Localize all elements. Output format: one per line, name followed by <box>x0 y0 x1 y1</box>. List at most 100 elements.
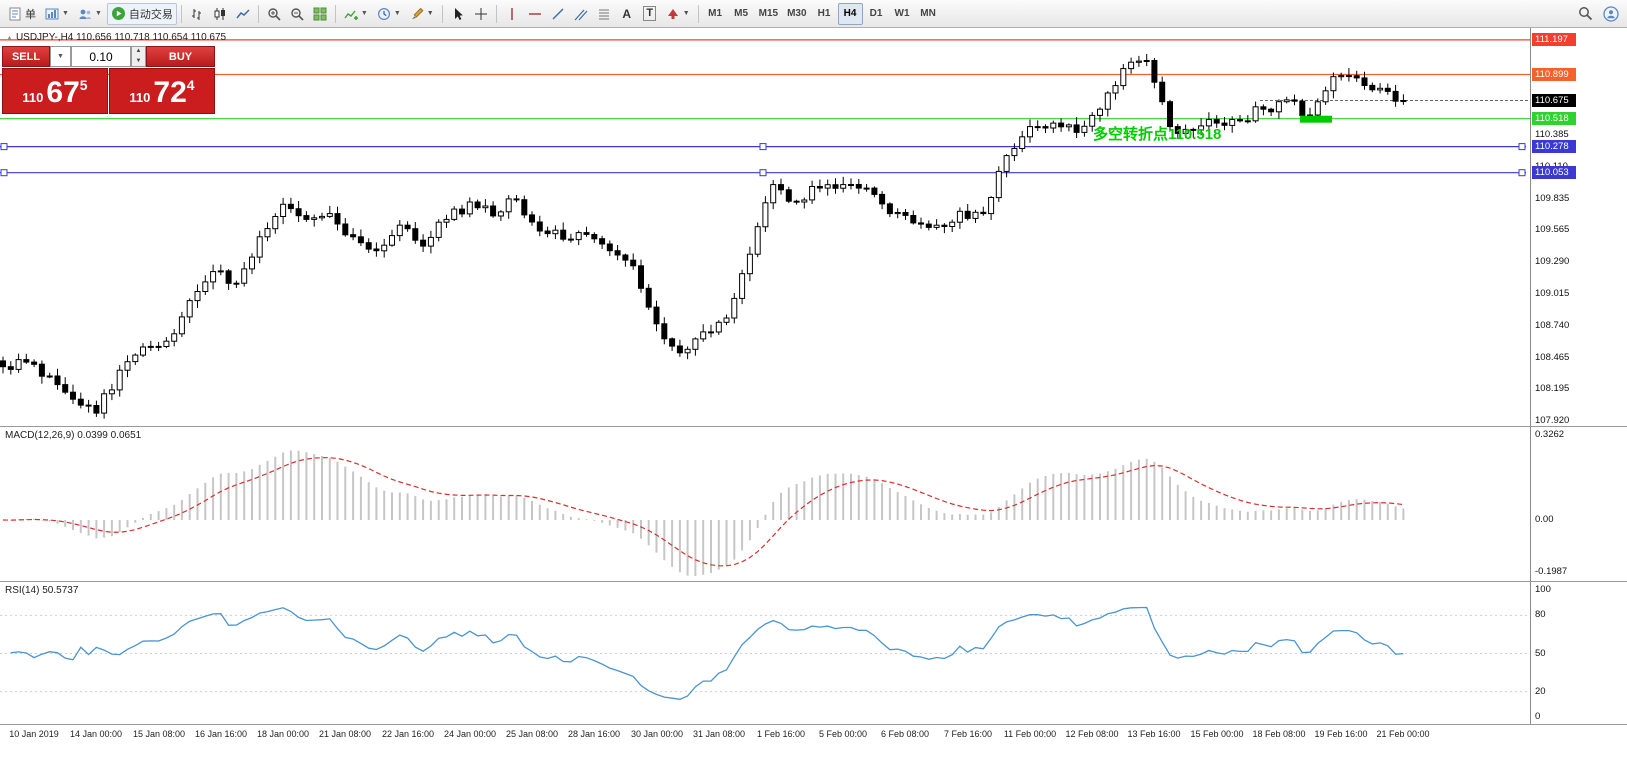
volume-increase-button[interactable]: ▲ <box>135 48 142 54</box>
trade-controls-row: SELL ▼ 0.10 ▲ ▼ BUY <box>2 46 215 67</box>
sell-price-display[interactable]: 110 67 5 <box>2 68 108 114</box>
new-chart-icon <box>45 8 59 19</box>
line-handle[interactable] <box>1518 143 1526 151</box>
community-button[interactable] <box>1599 3 1623 25</box>
time-axis-label: 5 Feb 00:00 <box>818 729 868 739</box>
bottom-strip <box>0 746 1627 772</box>
macd-panel[interactable]: MACD(12,26,9) 0.0399 0.0651 0.3262 0.00 -0… <box>0 426 1627 581</box>
arrows-tool-button[interactable]: ▼ <box>662 3 694 25</box>
new-chart-button[interactable]: ▼ <box>41 3 73 25</box>
horizontal-line-tool-button[interactable] <box>524 3 546 25</box>
indicators-button[interactable]: ▼ <box>340 3 372 25</box>
zoom-out-icon <box>291 7 304 21</box>
crosshair-icon <box>474 7 487 20</box>
timeframe-m15[interactable]: M15 <box>755 3 782 25</box>
chart-annotation[interactable]: 多空转折点110.518 <box>1093 126 1222 143</box>
line-handle[interactable] <box>1518 169 1526 177</box>
chevron-down-icon: ▼ <box>360 9 368 17</box>
timeframe-mn[interactable]: MN <box>916 3 941 25</box>
rsi-label: RSI(14) 50.5737 <box>5 585 79 596</box>
sell-button[interactable]: SELL <box>2 46 50 67</box>
arrow-shape-icon <box>667 8 678 19</box>
new-order-button[interactable]: 单 <box>4 3 40 25</box>
buy-price-display[interactable]: 110 72 4 <box>109 68 215 114</box>
zoom-out-button[interactable] <box>286 3 308 25</box>
rsi-panel[interactable]: RSI(14) 50.5737 100 80 50 20 0 <box>0 581 1627 724</box>
channel-tool-button[interactable] <box>570 3 592 25</box>
time-axis-label: 21 Jan 08:00 <box>318 729 372 739</box>
timeframe-d1[interactable]: D1 <box>864 3 889 25</box>
rsi-chart <box>0 606 1530 700</box>
toolbar-right-group <box>1574 3 1623 25</box>
sell-price-prefix: 110 <box>22 90 44 105</box>
toolbar-separator <box>441 4 443 23</box>
trendline-tool-button[interactable] <box>547 3 569 25</box>
rsi-axis-label: 80 <box>1535 609 1546 620</box>
macd-axis[interactable]: 0.3262 0.00 -0.1987 <box>1530 427 1627 581</box>
fibonacci-icon <box>598 9 609 19</box>
price-badge: 110.053 <box>1532 166 1576 179</box>
line-chart-mode-button[interactable] <box>232 3 254 25</box>
cursor-tool-button[interactable] <box>447 3 469 25</box>
periods-button[interactable]: ▼ <box>373 3 405 25</box>
vertical-line-tool-button[interactable] <box>501 3 523 25</box>
time-axis-label: 7 Feb 16:00 <box>943 729 993 739</box>
text-label-tool-button[interactable]: T <box>639 3 661 25</box>
ohlc-header: ▲ USDJPY-,H4 110.656 110.718 110.654 110.… <box>6 32 226 43</box>
main-chart-panel[interactable]: ▲ USDJPY-,H4 110.656 110.718 110.654 110.… <box>0 28 1627 426</box>
text-tool-button[interactable]: A <box>616 3 638 25</box>
clock-icon <box>377 7 390 20</box>
line-handle[interactable] <box>759 143 767 151</box>
macd-axis-label: 0.00 <box>1535 514 1554 525</box>
buy-button[interactable]: BUY <box>146 46 215 67</box>
candlestick-mode-button[interactable] <box>209 3 231 25</box>
timeframe-w1[interactable]: W1 <box>890 3 915 25</box>
price-axis-label: 109.835 <box>1535 193 1570 204</box>
price-badge: 111.197 <box>1532 33 1576 46</box>
crosshair-tool-button[interactable] <box>470 3 492 25</box>
buy-price-big: 72 <box>153 76 187 109</box>
price-badge: 110.675 <box>1532 94 1576 107</box>
volume-dropdown[interactable]: ▼ <box>50 46 71 67</box>
line-handle[interactable] <box>759 169 767 177</box>
horizontal-line-icon <box>528 12 541 15</box>
search-icon <box>1579 7 1593 21</box>
rsi-axis-label: 0 <box>1535 711 1541 722</box>
price-axis-label: 108.740 <box>1535 320 1570 331</box>
timeframe-h4[interactable]: H4 <box>837 2 863 25</box>
rsi-axis[interactable]: 100 80 50 20 0 <box>1530 582 1627 724</box>
price-badge: 110.899 <box>1532 68 1576 81</box>
toolbar-separator <box>334 4 336 23</box>
volume-input[interactable]: 0.10 <box>71 46 131 67</box>
chevron-down-icon: ▼ <box>426 9 434 17</box>
time-axis-label: 10 Jan 2019 <box>9 729 59 739</box>
search-button[interactable] <box>1574 3 1597 25</box>
time-axis-label: 11 Feb 00:00 <box>1003 729 1057 739</box>
time-axis-label: 30 Jan 00:00 <box>630 729 684 739</box>
time-axis[interactable]: 10 Jan 2019 14 Jan 00:00 15 Jan 08:00 16 Ja… <box>0 724 1627 746</box>
time-axis-label: 25 Jan 08:00 <box>505 729 559 739</box>
rsi-axis-label: 100 <box>1535 584 1551 595</box>
price-axis[interactable]: 110.385110.110109.835109.565109.290109.0… <box>1530 28 1627 426</box>
timeframe-h1[interactable]: H1 <box>812 3 837 25</box>
tile-windows-button[interactable] <box>309 3 331 25</box>
candlestick-chart[interactable] <box>0 28 1530 426</box>
community-icon <box>1603 5 1619 22</box>
line-handle[interactable] <box>0 143 8 151</box>
timeframe-m1[interactable]: M1 <box>703 3 728 25</box>
zoom-in-button[interactable] <box>263 3 285 25</box>
turning-point-marker[interactable] <box>1300 115 1332 123</box>
templates-button[interactable]: ▼ <box>406 3 438 25</box>
line-handle[interactable] <box>0 169 8 177</box>
volume-decrease-button[interactable]: ▼ <box>135 57 142 64</box>
sell-price-pip: 5 <box>79 77 88 93</box>
timeframe-m30[interactable]: M30 <box>783 3 810 25</box>
label-tool-label: T <box>643 6 657 21</box>
timeframe-m5[interactable]: M5 <box>729 3 754 25</box>
macd-chart <box>2 450 1405 576</box>
fibonacci-tool-button[interactable] <box>593 3 615 25</box>
autotrading-button[interactable]: 自动交易 <box>106 2 177 25</box>
profiles-icon <box>79 9 91 19</box>
bar-chart-mode-button[interactable] <box>186 3 208 25</box>
profiles-button[interactable]: ▼ <box>74 3 106 25</box>
